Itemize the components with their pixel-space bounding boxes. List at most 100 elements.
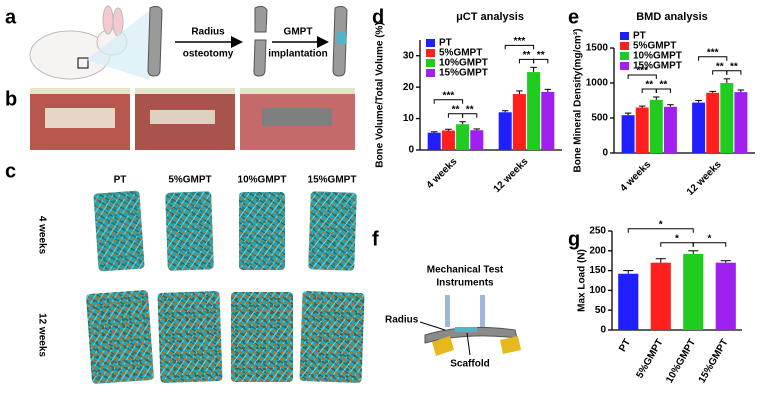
bar	[427, 132, 441, 150]
significance-label: **	[716, 61, 724, 72]
row-label: 12 weeks	[36, 313, 47, 357]
bar	[541, 91, 555, 150]
surgery-photos	[30, 88, 355, 150]
bar	[706, 92, 720, 153]
significance-label: *	[675, 233, 679, 244]
bone-ingrowth	[231, 292, 293, 382]
significance-label: ***	[636, 66, 648, 77]
panel-label: c	[5, 160, 16, 182]
legend-label: 10%GMPT	[439, 58, 488, 69]
bar	[734, 92, 748, 153]
panel-label: g	[568, 228, 580, 250]
legend-swatch	[620, 62, 629, 70]
legend-label: PT	[633, 31, 646, 42]
column-label: 5%GMPT	[168, 175, 211, 186]
panel-label: b	[5, 88, 17, 110]
y-tick-label: 250	[589, 226, 606, 237]
bar	[663, 106, 677, 153]
row-label: 4 weeks	[36, 216, 47, 255]
y-axis-label: Max Load (N)	[577, 249, 588, 312]
bar	[456, 124, 470, 150]
legend-label: 5%GMPT	[439, 48, 482, 59]
scaffold-image	[231, 292, 293, 382]
significance-bracket	[433, 99, 464, 104]
bar	[635, 107, 649, 153]
column-label: 15%GMPT	[308, 175, 357, 186]
mechanical-test-diagram	[419, 295, 521, 356]
bar	[618, 273, 639, 330]
chart-title: BMD analysis	[636, 11, 708, 23]
step-label: osteotomy	[183, 49, 234, 60]
step-label: GMPT	[284, 27, 313, 38]
bone-ingrowth	[239, 192, 285, 270]
y-tick-label: 0	[602, 148, 608, 159]
significance-label: **	[537, 50, 545, 61]
column-label: PT	[114, 175, 127, 186]
bone-stages	[147, 5, 348, 77]
chart-title: μCT analysis	[456, 11, 524, 23]
y-tick-label: 150	[589, 265, 606, 276]
y-tick-label: 10	[403, 113, 415, 124]
instrument-label: Instruments	[436, 278, 494, 289]
significance-bracket	[726, 70, 742, 75]
y-tick-label: 1000	[586, 78, 609, 89]
significance-label: **	[466, 104, 474, 115]
x-tick-label: 12 weeks	[492, 156, 531, 195]
rabbit-illustration	[29, 5, 150, 80]
bar	[512, 94, 526, 150]
bar	[621, 115, 635, 153]
bar	[683, 253, 704, 330]
significance-bracket	[655, 88, 671, 93]
significance-label: **	[659, 80, 667, 91]
significance-label: ***	[443, 90, 455, 101]
y-tick-label: 200	[589, 245, 606, 256]
y-tick-label: 1500	[586, 43, 609, 54]
significance-label: *	[708, 233, 712, 244]
legend-swatch	[620, 32, 629, 40]
legend-swatch	[620, 52, 629, 60]
panel-label: d	[372, 6, 384, 28]
bar	[720, 83, 734, 153]
legend-swatch	[426, 49, 435, 57]
bar	[649, 99, 663, 153]
bone-ingrowth	[157, 291, 223, 383]
significance-label: **	[730, 61, 738, 72]
radius-label: Radius	[385, 315, 419, 326]
step-label: implantation	[268, 49, 327, 60]
bone-ingrowth	[308, 191, 357, 271]
bar	[715, 262, 736, 330]
y-tick-label: 100	[589, 285, 606, 296]
panel-label: f	[372, 228, 379, 250]
bar	[692, 102, 706, 153]
significance-label: ***	[707, 47, 719, 58]
x-tick-label: 4 weeks	[425, 156, 460, 191]
x-tick-label: 12 weeks	[685, 159, 724, 198]
significance-bracket	[462, 113, 478, 118]
y-axis-label: Bone Volume/Total Volume (%)	[375, 22, 386, 168]
instrument-label: Mechanical Test	[427, 265, 504, 276]
scaffold-image	[239, 192, 285, 270]
significance-label: **	[452, 104, 460, 115]
scaffold-image	[299, 291, 365, 383]
legend-label: PT	[439, 38, 452, 49]
panel-label: e	[568, 6, 579, 28]
y-tick-label: 50	[595, 305, 607, 316]
panel-label: a	[5, 6, 17, 28]
scaffold-image	[86, 290, 154, 384]
x-tick-label: 10%GMPT	[664, 337, 698, 385]
x-tick-label: 4 weeks	[618, 159, 653, 194]
legend-swatch	[620, 42, 629, 50]
bone-ingrowth	[299, 291, 365, 383]
legend-label: 15%GMPT	[633, 61, 682, 72]
bone-ingrowth	[165, 191, 214, 271]
legend-swatch	[426, 69, 435, 77]
y-axis-label: Bone Mineral Density(mg/cm³)	[573, 29, 584, 173]
legend-swatch	[426, 39, 435, 47]
legend-swatch	[426, 59, 435, 67]
scaffold-image	[93, 190, 145, 272]
y-tick-label: 0	[600, 325, 606, 336]
y-tick-label: 20	[403, 82, 415, 93]
y-tick-label: 0	[408, 145, 414, 156]
bar	[650, 262, 671, 330]
legend-label: 15%GMPT	[439, 68, 488, 79]
